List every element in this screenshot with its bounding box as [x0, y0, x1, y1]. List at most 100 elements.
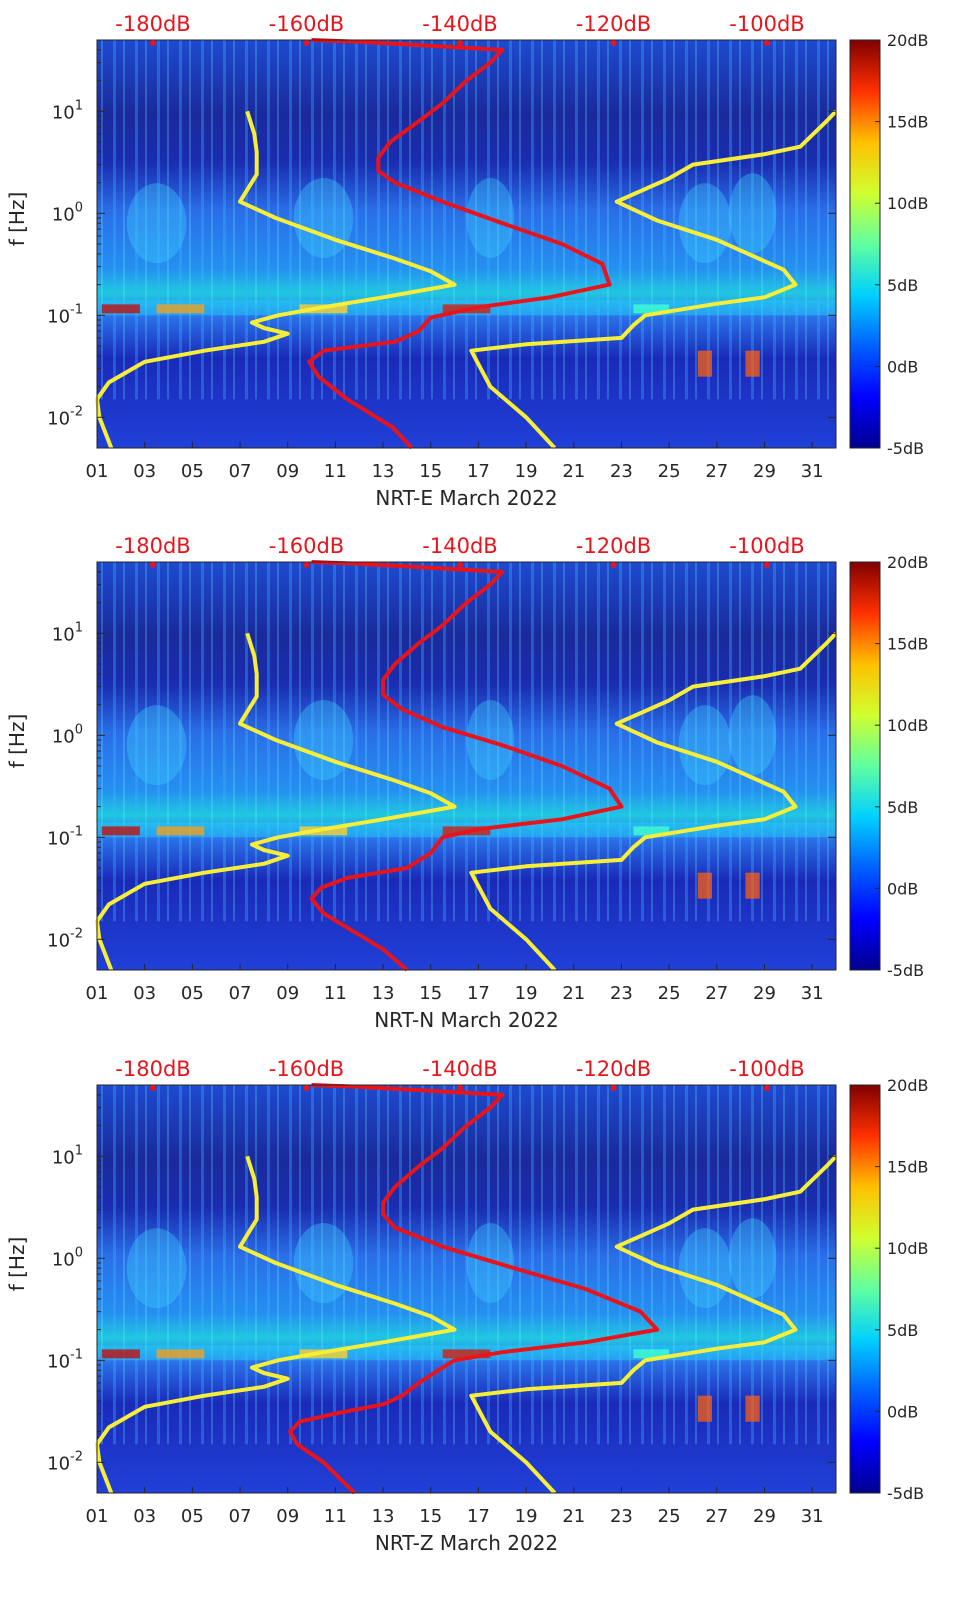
top-axis-marker — [610, 562, 617, 568]
x-tick-label: 07 — [229, 1506, 252, 1527]
x-tick-label: 03 — [133, 983, 156, 1004]
top-axis-marker — [457, 1085, 463, 1091]
colorbar-tick-label: 10dB — [887, 716, 929, 735]
top-axis-db-label: -160dB — [269, 12, 344, 36]
x-tick-label: 21 — [562, 983, 585, 1004]
y-tick-label: 10-1 — [47, 824, 83, 849]
x-tick-label: 09 — [276, 461, 299, 482]
top-axis-marker — [150, 40, 156, 46]
x-tick-label: 17 — [467, 1506, 490, 1527]
y-tick-label: 10-2 — [47, 1449, 83, 1474]
red-curve — [288, 1083, 660, 1495]
colorbar-tick-label: 0dB — [887, 357, 918, 376]
x-tick-label: 31 — [801, 983, 824, 1004]
x-tick-label: 01 — [86, 461, 109, 482]
energy-burst — [697, 350, 713, 377]
energy-burst — [633, 304, 670, 314]
top-axis-marker — [457, 40, 463, 46]
colorbar-tick-label: 10dB — [887, 1239, 929, 1258]
yellow-curve-right — [469, 109, 838, 450]
energy-burst — [745, 1395, 760, 1422]
top-axis-marker — [764, 562, 770, 568]
energy-blob — [728, 1218, 777, 1299]
colorbar-tick-label: 10dB — [887, 194, 929, 213]
top-axis-marker — [610, 40, 617, 46]
x-tick-label: 11 — [324, 983, 347, 1004]
x-tick-label: 27 — [705, 1506, 728, 1527]
top-axis-marker — [764, 1085, 770, 1091]
x-tick-label: 17 — [467, 983, 490, 1004]
panel-nrt-n: 01 03 05 07 09 11 13 15 17 19 21 23 25 27 29 31 10-2 10-1… — [5, 534, 929, 1032]
colorbar-tick-label: 5dB — [887, 798, 918, 817]
x-tick-label: 07 — [229, 983, 252, 1004]
x-tick-label: 23 — [610, 1506, 633, 1527]
energy-burst — [156, 304, 205, 314]
yellow-curve-left — [95, 110, 457, 449]
x-tick-label: 19 — [515, 983, 538, 1004]
top-axis-marker — [303, 1085, 310, 1091]
colorbar-tick-label: 0dB — [887, 879, 918, 898]
y-tick-label: 100 — [52, 200, 83, 225]
yellow-curve-right — [469, 631, 838, 972]
energy-blob — [126, 1228, 187, 1309]
top-axis-db-label: -100dB — [729, 1057, 804, 1081]
x-tick-label: 21 — [562, 1506, 585, 1527]
spectrogram-texture — [97, 40, 836, 400]
energy-blob — [126, 705, 187, 786]
x-tick-label: 25 — [658, 1506, 681, 1527]
top-axis-db-label: -180dB — [115, 1057, 190, 1081]
colorbar — [849, 561, 881, 971]
top-axis-marker — [610, 1085, 617, 1091]
yellow-curve-left — [95, 1155, 457, 1494]
y-tick-label: 101 — [52, 98, 83, 123]
x-tick-label: 31 — [801, 461, 824, 482]
top-axis-marker — [303, 562, 310, 568]
energy-blob — [678, 705, 732, 786]
x-tick-label: 27 — [705, 461, 728, 482]
x-tick-label: 09 — [276, 1506, 299, 1527]
colorbar-tick-label: -5dB — [887, 439, 924, 458]
x-tick-label: 01 — [86, 983, 109, 1004]
top-axis-db-label: -100dB — [729, 534, 804, 558]
energy-burst — [101, 1349, 140, 1359]
x-tick-label: 19 — [515, 1506, 538, 1527]
y-tick-label: 101 — [52, 1143, 83, 1168]
x-tick-label: 03 — [133, 461, 156, 482]
x-tick-label: 31 — [801, 1506, 824, 1527]
colorbar-tick-label: 0dB — [887, 1402, 918, 1421]
energy-blob — [126, 183, 187, 264]
top-axis-db-label: -160dB — [269, 1057, 344, 1081]
x-tick-label: 05 — [181, 983, 204, 1004]
y-axis-title: f [Hz] — [5, 1237, 29, 1292]
colorbar-tick-label: 15dB — [887, 635, 929, 654]
x-tick-label: 07 — [229, 461, 252, 482]
top-axis-db-label: -160dB — [269, 534, 344, 558]
energy-burst — [633, 826, 670, 836]
colorbar-tick-label: 20dB — [887, 31, 929, 50]
x-axis-title: NRT-N March 2022 — [374, 1008, 559, 1032]
x-tick-label: 25 — [658, 983, 681, 1004]
energy-burst — [745, 350, 760, 377]
spectrogram-texture — [97, 1085, 836, 1445]
top-axis-db-label: -180dB — [115, 12, 190, 36]
energy-burst — [442, 1349, 491, 1359]
yellow-curve-left — [95, 632, 457, 971]
top-axis-db-label: -100dB — [729, 12, 804, 36]
x-tick-label: 19 — [515, 461, 538, 482]
colorbar — [849, 39, 881, 449]
colorbar-tick-label: 15dB — [887, 1158, 929, 1177]
y-tick-label: 10-2 — [47, 926, 83, 951]
energy-blob — [678, 183, 732, 264]
energy-blob — [293, 699, 354, 780]
spectrogram-texture — [97, 562, 836, 922]
x-tick-label: 15 — [419, 983, 442, 1004]
x-tick-label: 05 — [181, 461, 204, 482]
x-axis-title: NRT-E March 2022 — [375, 486, 557, 510]
energy-blob — [728, 695, 777, 776]
y-tick-label: 100 — [52, 1245, 83, 1270]
colorbar-tick-label: 5dB — [887, 1321, 918, 1340]
colorbar-tick-label: 20dB — [887, 553, 929, 572]
x-tick-label: 11 — [324, 461, 347, 482]
x-tick-label: 23 — [610, 983, 633, 1004]
x-tick-label: 13 — [372, 461, 395, 482]
